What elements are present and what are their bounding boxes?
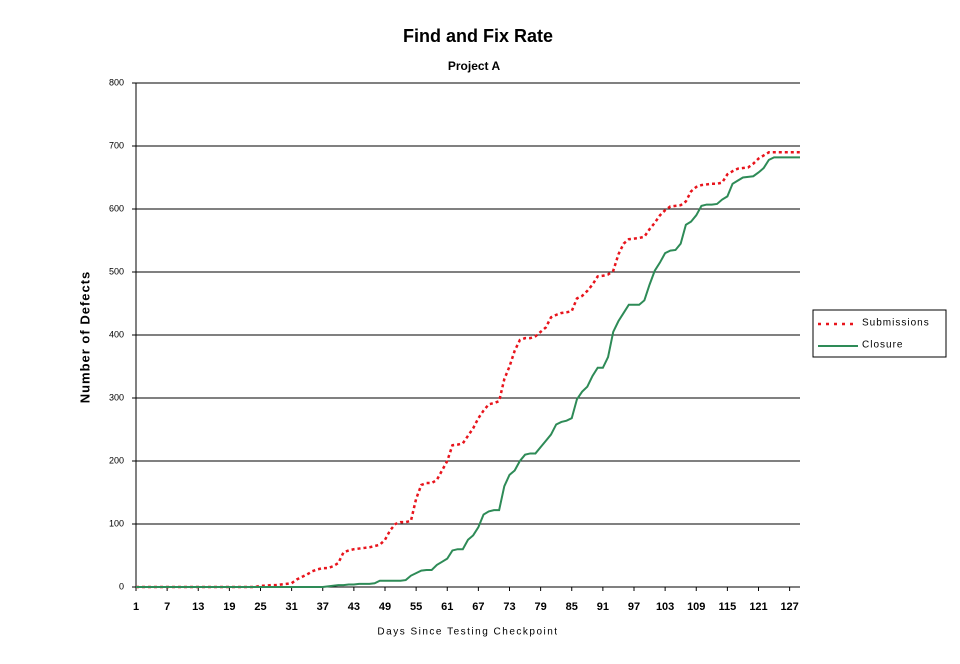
legend-label: Submissions — [862, 318, 930, 329]
x-tick-label: 73 — [503, 601, 515, 613]
x-tick-label: 25 — [254, 601, 266, 613]
x-tick-label: 49 — [379, 601, 391, 613]
x-tick-label: 7 — [164, 601, 170, 613]
series-line — [136, 156, 800, 588]
x-tick-label: 61 — [441, 601, 453, 613]
y-tick-label: 500 — [109, 266, 124, 276]
x-tick-label: 19 — [223, 601, 235, 613]
x-tick-label: 55 — [410, 601, 422, 613]
x-tick-label: 97 — [628, 601, 640, 613]
y-tick-label: 400 — [109, 329, 124, 339]
x-tick-label: 91 — [597, 601, 609, 613]
x-tick-label: 115 — [719, 601, 737, 613]
y-tick-label: 600 — [109, 203, 124, 213]
x-tick-label: 43 — [348, 601, 360, 613]
x-tick-label: 103 — [656, 601, 674, 613]
chart-subtitle: Project A — [448, 59, 501, 73]
x-tick-label: 1 — [133, 601, 139, 613]
x-tick-label: 37 — [317, 601, 329, 613]
y-tick-label: 100 — [109, 518, 124, 528]
x-tick-label: 109 — [687, 601, 705, 613]
x-tick-label: 121 — [749, 601, 767, 613]
y-tick-label: 0 — [119, 581, 124, 591]
x-tick-label: 31 — [286, 601, 298, 613]
x-tick-label: 13 — [192, 601, 204, 613]
legend-label: Closure — [862, 340, 903, 351]
x-tick-label: 85 — [566, 601, 578, 613]
y-tick-label: 800 — [109, 77, 124, 87]
y-tick-label: 200 — [109, 455, 124, 465]
x-tick-label: 67 — [472, 601, 484, 613]
chart-title: Find and Fix Rate — [403, 26, 553, 46]
x-tick-label: 79 — [535, 601, 547, 613]
y-tick-label: 300 — [109, 392, 124, 402]
x-axis-label: Days Since Testing Checkpoint — [377, 627, 558, 638]
x-tick-label: 127 — [780, 601, 798, 613]
legend-box — [812, 309, 947, 358]
y-axis-label: Number of Defects — [77, 271, 92, 404]
series-line — [136, 151, 800, 589]
y-tick-label: 700 — [109, 140, 124, 150]
